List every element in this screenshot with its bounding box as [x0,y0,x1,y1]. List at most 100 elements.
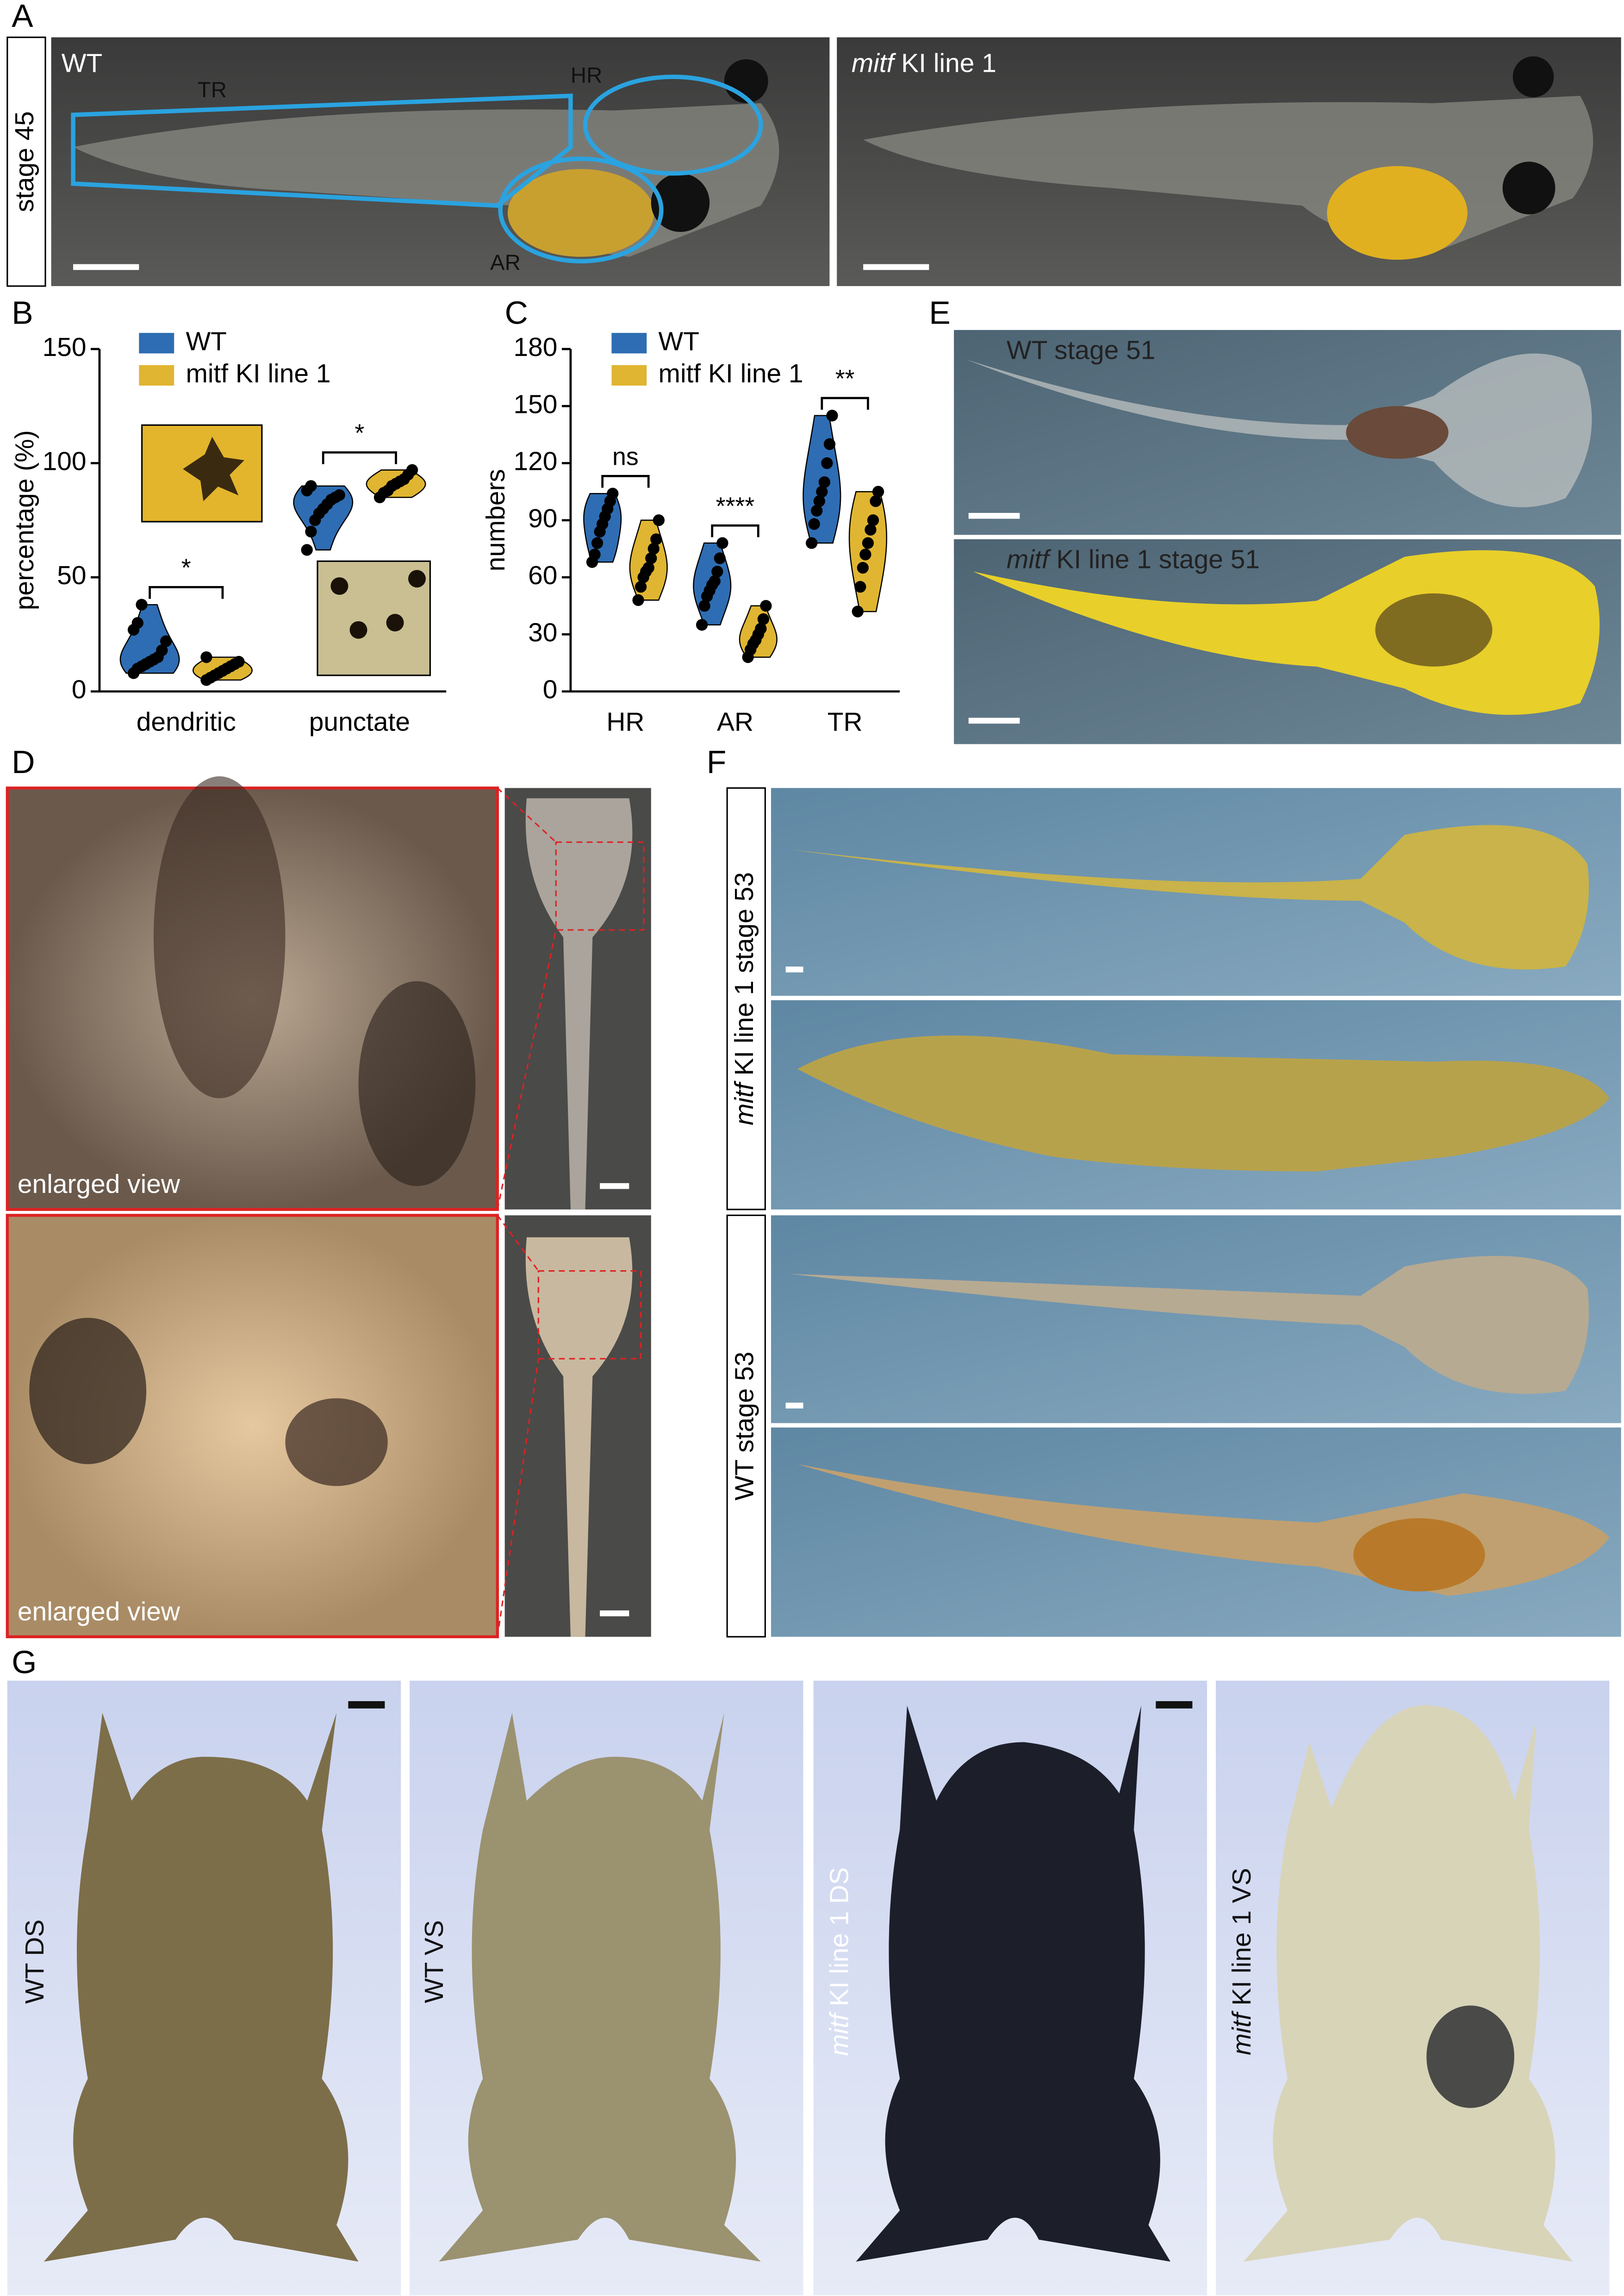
data-point [645,552,657,564]
photo [837,37,1621,287]
data-point [857,562,869,574]
panel-label: F [707,744,726,780]
caption: WT stage 49 [656,980,686,1129]
legend-label: WT [186,326,226,356]
data-point [650,533,662,545]
data-point [698,600,710,612]
stage-label: stage 45 [10,111,39,212]
data-point [859,549,871,561]
caption-text: KI line 1 DS [825,1867,854,2006]
data-point [200,651,212,663]
significance-label: ** [835,365,855,393]
caption: mitf KI line 1 stage 51 [1007,544,1260,574]
data-point [696,619,708,631]
legend-swatch [139,333,174,354]
data-point [653,514,665,526]
data-point [821,457,833,469]
panel-label: C [505,295,528,331]
label-box [726,1214,766,1638]
caption-text: KI line 1 [901,49,996,78]
region-label: HR [571,63,602,87]
caption: mitf KI line 1 DS [825,1867,854,2056]
data-point [589,549,601,561]
gene: mitf [1227,2010,1257,2055]
data-point [854,581,866,593]
region-label: TR [198,78,227,102]
data-point [872,486,884,498]
caption: mitf KI line 1 stage 49 [656,1323,686,1576]
inset-photos [141,424,431,676]
y-tick-label: 90 [528,504,557,533]
y-tick-label: 0 [72,675,87,705]
data-point [823,438,836,450]
data-point [406,464,418,476]
panel-label: A [12,0,33,34]
significance-bracket [711,524,759,537]
y-tick-label: 100 [43,447,87,476]
significance-label: **** [716,492,755,520]
caption: WT stage 53 [729,1352,759,1500]
y-tick-label: 180 [514,332,558,362]
data-point [757,613,770,625]
photo [954,330,1621,535]
x-tick-label: HR [606,707,644,736]
caption: WT [62,49,102,78]
data-point [852,605,864,618]
y-tick-label: 150 [514,389,558,419]
photo [6,787,651,1639]
data-point [808,518,820,530]
melanophore [386,614,404,632]
data-point [760,600,772,612]
y-tick-label: 0 [543,675,558,705]
data-point [711,566,723,578]
panel-label: G [12,1644,37,1680]
caption: WT DS [20,1920,50,2004]
panel-label: D [12,744,35,780]
panel-label: E [929,295,950,331]
data-point [867,514,879,526]
caption: mitf KI line 1 VS [1227,1868,1257,2055]
legend-label: WT [659,326,699,356]
x-tick-label: dendritic [137,707,236,736]
y-axis-label: percentage (%) [10,430,39,610]
photo [7,1680,1610,2296]
region-label: AR [490,250,521,275]
legend-swatch [611,365,647,386]
data-point [755,623,767,635]
data-point [870,495,882,507]
significance-bracket [322,451,397,464]
caption: WT stage 51 [1007,335,1155,365]
significance-label: ns [612,443,639,471]
melanophore [330,577,348,595]
data-point [305,480,317,492]
charts: B 0 50 100 150 percentage (%) WT mitf KI line 1… [10,295,900,736]
caption-text: KI line 1 stage 51 [1056,544,1260,574]
y-tick-label: 120 [514,447,558,476]
legend-label: mitf KI line 1 [186,359,330,388]
data-point [333,489,345,501]
data-point [591,537,604,549]
y-tick-label: 60 [528,561,557,590]
significance-bracket [601,474,650,488]
significance-label: * [355,419,364,447]
photo [6,776,651,1211]
melanophore [408,570,426,588]
y-axis-label: numbers [481,469,510,571]
data-point [131,617,143,629]
data-point [632,594,644,606]
data-point [136,599,148,611]
data-point [811,505,823,517]
photo [51,37,830,287]
y-tick-label: 30 [528,618,557,647]
legend-swatch [611,333,647,354]
data-point [647,543,660,555]
melanophore [183,437,244,501]
legend-label: mitf KI line 1 [659,359,803,388]
gene: mitf [852,49,896,78]
data-point [813,495,825,507]
data-point [635,581,647,593]
caption-text: KI line 1 stage 49 [656,1323,686,1527]
caption: enlarged view [18,1597,180,1626]
data-point [816,486,828,498]
